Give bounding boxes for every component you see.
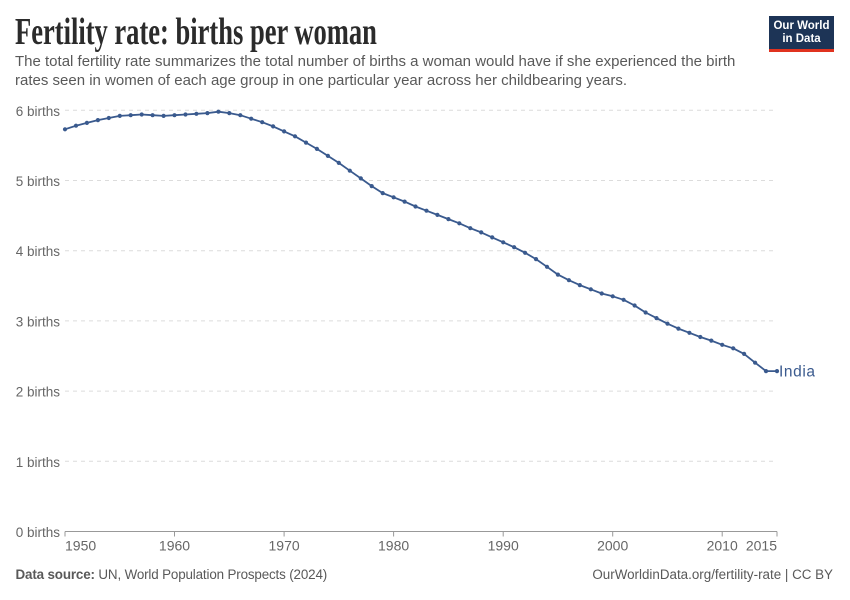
svg-text:1950: 1950 <box>65 538 96 554</box>
svg-text:2015: 2015 <box>746 538 777 554</box>
svg-text:0 births: 0 births <box>16 525 61 540</box>
svg-text:India: India <box>779 364 816 381</box>
svg-text:1 births: 1 births <box>16 455 61 470</box>
svg-text:2 births: 2 births <box>16 385 61 400</box>
svg-text:1970: 1970 <box>269 538 300 554</box>
svg-text:5 births: 5 births <box>16 174 61 189</box>
svg-text:4 births: 4 births <box>16 244 61 259</box>
svg-text:1980: 1980 <box>378 538 409 554</box>
svg-text:2000: 2000 <box>597 538 628 554</box>
svg-text:1990: 1990 <box>488 538 519 554</box>
svg-text:3 births: 3 births <box>16 314 61 329</box>
svg-text:6 births: 6 births <box>16 104 61 119</box>
svg-text:2010: 2010 <box>707 538 738 554</box>
svg-text:1960: 1960 <box>159 538 190 554</box>
